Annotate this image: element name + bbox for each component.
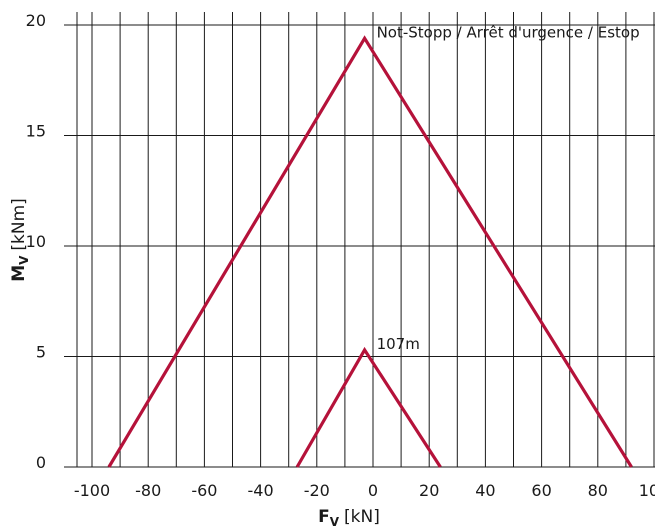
x-tick-label: -100 [74,481,110,500]
series-label-2: 107m [377,335,420,353]
y-tick-label: 0 [36,453,46,472]
grid [64,12,655,468]
x-tick-label: -40 [248,481,274,500]
y-axis-title: MV[kNm] [9,198,31,282]
y-tick-label: 20 [26,11,46,30]
series-label-1: Not-Stopp / Arrêt d'urgence / Estop [377,23,640,41]
x-tick-label: 80 [588,481,608,500]
annotations: Not-Stopp / Arrêt d'urgence / Estop 107m [377,23,640,353]
y-tick-label: 10 [26,232,46,251]
tick-labels: -100 -80 -60 -40 -20 0 20 40 60 80 100 0 5 10 15 20 [26,11,655,500]
x-tick-label: 20 [419,481,439,500]
x-tick-label: -80 [135,481,161,500]
x-tick-label: 0 [368,481,378,500]
y-tick-label: 5 [36,343,46,362]
series-line-1 [107,35,633,468]
series-line-2 [295,346,442,468]
x-tick-label: 60 [531,481,551,500]
y-tick-label: 15 [26,122,46,141]
x-tick-label: 40 [475,481,495,500]
plot-area [107,35,633,468]
x-tick-label: 100 [639,481,655,500]
x-axis-title: FV [kN] [318,507,380,529]
x-tick-label: -60 [191,481,217,500]
x-tick-label: -20 [304,481,330,500]
